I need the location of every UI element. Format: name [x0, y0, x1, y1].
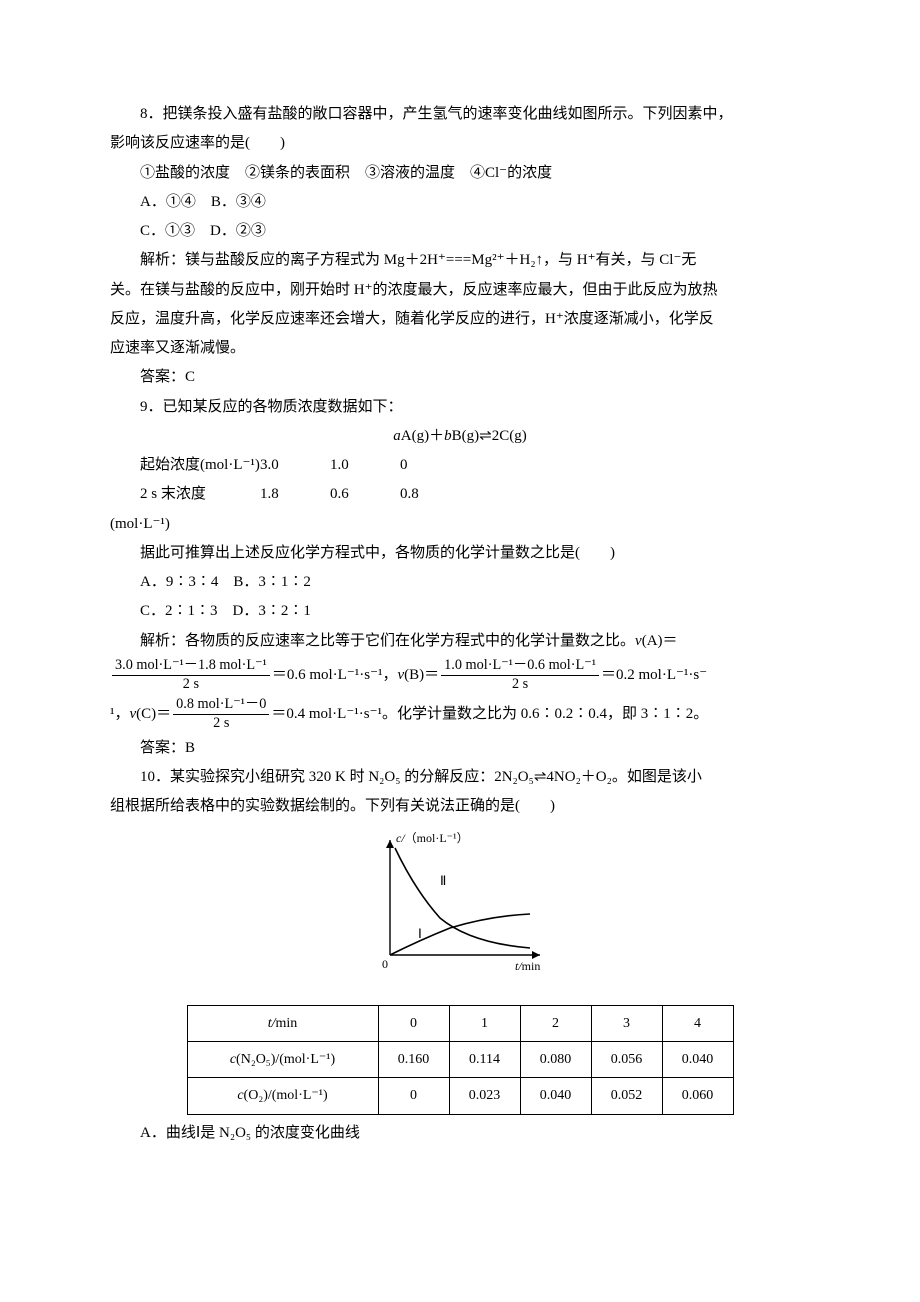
q8-explanation-l2: 关。在镁与盐酸的反应中，刚开始时 H⁺的浓度最大，反应速率应最大，但由于此反应为…	[110, 276, 810, 305]
r2-label: c(O₂)/(mol·L⁻¹)	[187, 1078, 378, 1114]
r1-c2: 0.080	[520, 1042, 591, 1078]
r1-label: c(N₂O₅)/(mol·L⁻¹)	[187, 1042, 378, 1078]
q8-expl-text-1: 镁与盐酸反应的离子方程式为 Mg＋2H⁺===Mg²⁺＋H₂↑，与 H⁺有关，与…	[185, 252, 696, 268]
q8-option-a: A．①④ B．③④	[110, 188, 810, 217]
coef-b: b	[444, 428, 452, 444]
fracC: 0.8 mol·L⁻¹－02 s	[171, 697, 271, 731]
q9-expl-line3: ¹，v(C)＝0.8 mol·L⁻¹－02 s＝0.4 mol·L⁻¹·s⁻¹。…	[110, 695, 810, 734]
row0-v2: 1.0	[330, 451, 400, 480]
r2-mid: (O₂)/(mol·L⁻¹)	[244, 1088, 328, 1103]
ylabel-unit: （mol·L⁻¹）	[405, 831, 469, 845]
q9-expl-2b: ＝0.2 mol·L⁻¹·s⁻	[601, 667, 707, 683]
xlabel-unit: min	[522, 959, 541, 973]
q9-option-a: A．9∶3∶4 B．3∶1∶2	[110, 568, 810, 597]
r2-c4: 0.060	[662, 1078, 733, 1114]
q9-expl-line2: 3.0 mol·L⁻¹－1.8 mol·L⁻¹2 s＝0.6 mol·L⁻¹·s…	[110, 656, 810, 695]
q10-table: t/min 0 1 2 3 4 c(N₂O₅)/(mol·L⁻¹) 0.160 …	[187, 1005, 734, 1115]
q10-stem-line2: 组根据所给表格中的实验数据绘制的。下列有关说法正确的是( )	[110, 792, 810, 821]
q9-expl-3a: ¹，	[110, 706, 130, 722]
th-t-unit: min	[276, 1016, 298, 1031]
r1-c0: 0.160	[378, 1042, 449, 1078]
table-row-o2: c(O₂)/(mol·L⁻¹) 0 0.023 0.040 0.052 0.06…	[187, 1078, 733, 1114]
q8-explanation-l3: 反应，温度升高，化学反应速率还会增大，随着化学反应的进行，H⁺浓度逐渐减小，化学…	[110, 305, 810, 334]
table-row-n2o5: c(N₂O₅)/(mol·L⁻¹) 0.160 0.114 0.080 0.05…	[187, 1042, 733, 1078]
q9-answer: 答案：B	[110, 734, 810, 763]
th-t-pre: t/	[268, 1016, 276, 1031]
q9-expl-1b: (A)＝	[642, 633, 678, 649]
ans-label: 答案：	[140, 369, 185, 385]
q8-factors: ①盐酸的浓度 ②镁条的表面积 ③溶液的温度 ④Cl⁻的浓度	[110, 159, 810, 188]
eq-mid1: A(g)＋	[401, 428, 444, 444]
origin-label: 0	[382, 957, 388, 971]
curve1-label: Ⅰ	[418, 926, 422, 941]
q9-equation: aA(g)＋bB(g)⇌2C(g)	[110, 422, 810, 451]
q9-expl-3c: ＝0.4 mol·L⁻¹·s⁻¹。化学计量数之比为 0.6∶0.2∶0.4，即 …	[271, 706, 708, 722]
q10-chart: c/（mol·L⁻¹） t/min 0 Ⅰ Ⅱ	[110, 830, 810, 991]
r1-c1: 0.114	[449, 1042, 520, 1078]
table-row-header: t/min 0 1 2 3 4	[187, 1005, 733, 1041]
svg-text:c/（mol·L⁻¹）: c/（mol·L⁻¹）	[396, 831, 469, 845]
th-1: 1	[449, 1005, 520, 1041]
ans-label: 答案：	[140, 740, 185, 756]
q9-stem: 9．已知某反应的各物质浓度数据如下：	[110, 393, 810, 422]
vA-val: ＝0.6 mol·L⁻¹·s⁻¹，	[272, 667, 398, 683]
q9-stem2: 据此可推算出上述反应化学方程式中，各物质的化学计量数之比是( )	[110, 539, 810, 568]
q8-option-c: C．①③ D．②③	[110, 217, 810, 246]
r2-c2: 0.040	[520, 1078, 591, 1114]
fracB: 1.0 mol·L⁻¹－0.6 mol·L⁻¹2 s	[439, 658, 601, 692]
fracB-den: 2 s	[441, 676, 599, 693]
r2-c0: 0	[378, 1078, 449, 1114]
eq-mid2: B(g)⇌2C(g)	[452, 428, 527, 444]
th-0: 0	[378, 1005, 449, 1041]
fracC-den: 2 s	[173, 715, 269, 732]
row0-label: 起始浓度(mol·L⁻¹)	[110, 451, 260, 480]
svg-text:t/min: t/min	[515, 959, 540, 973]
fracA-den: 2 s	[112, 676, 270, 693]
row1-label: 2 s 末浓度(mol·L⁻¹)	[110, 480, 260, 539]
th-t: t/min	[187, 1005, 378, 1041]
row0-v3: 0	[400, 451, 470, 480]
q9-ans-val: B	[185, 740, 195, 756]
page: 8．把镁条投入盛有盐酸的敞口容器中，产生氢气的速率变化曲线如图所示。下列因素中，…	[0, 0, 920, 1302]
q8-stem-line1: 8．把镁条投入盛有盐酸的敞口容器中，产生氢气的速率变化曲线如图所示。下列因素中，	[110, 100, 810, 129]
q9-expl-2a: (B)＝	[404, 667, 439, 683]
q9-expl-3b: (C)＝	[136, 706, 171, 722]
curve2-label: Ⅱ	[440, 873, 446, 888]
q9-expl-1a: 各物质的反应速率之比等于它们在化学方程式中的化学计量数之比。	[185, 633, 635, 649]
row1-v1: 1.8	[260, 480, 330, 539]
r1-c3: 0.056	[591, 1042, 662, 1078]
vA: v	[635, 633, 642, 649]
th-3: 3	[591, 1005, 662, 1041]
fracA-num: 3.0 mol·L⁻¹－1.8 mol·L⁻¹	[112, 658, 270, 676]
expl-label: 解析：	[140, 252, 185, 268]
q8-explanation-l1: 解析：镁与盐酸反应的离子方程式为 Mg＋2H⁺===Mg²⁺＋H₂↑，与 H⁺有…	[110, 246, 810, 275]
chart-svg: c/（mol·L⁻¹） t/min 0 Ⅰ Ⅱ	[360, 830, 560, 980]
q8-answer: 答案：C	[110, 363, 810, 392]
fracA: 3.0 mol·L⁻¹－1.8 mol·L⁻¹2 s	[110, 658, 272, 692]
th-4: 4	[662, 1005, 733, 1041]
q9-expl-line1: 解析：各物质的反应速率之比等于它们在化学方程式中的化学计量数之比。v(A)＝	[110, 627, 810, 656]
q9-row-start: 起始浓度(mol·L⁻¹) 3.0 1.0 0	[110, 451, 810, 480]
row1-v3: 0.8	[400, 480, 470, 539]
fracB-num: 1.0 mol·L⁻¹－0.6 mol·L⁻¹	[441, 658, 599, 676]
coef-a: a	[393, 428, 401, 444]
row1-v2: 0.6	[330, 480, 400, 539]
q8-stem-line2: 影响该反应速率的是( )	[110, 129, 810, 158]
q8-ans-val: C	[185, 369, 195, 385]
q10-option-a: A．曲线Ⅰ是 N₂O₅ 的浓度变化曲线	[110, 1119, 810, 1148]
r2-c1: 0.023	[449, 1078, 520, 1114]
q8-explanation-l4: 应速率又逐渐减慢。	[110, 334, 810, 363]
th-2: 2	[520, 1005, 591, 1041]
q10-stem-line1: 10．某实验探究小组研究 320 K 时 N₂O₅ 的分解反应：2N₂O₅⇌4N…	[110, 763, 810, 792]
expl-label: 解析：	[140, 633, 185, 649]
fracC-num: 0.8 mol·L⁻¹－0	[173, 697, 269, 715]
q9-option-c: C．2∶1∶3 D．3∶2∶1	[110, 597, 810, 626]
row0-v1: 3.0	[260, 451, 330, 480]
r1-mid: (N₂O₅)/(mol·L⁻¹)	[236, 1052, 335, 1067]
r2-c3: 0.052	[591, 1078, 662, 1114]
r1-c4: 0.040	[662, 1042, 733, 1078]
q9-row-2s: 2 s 末浓度(mol·L⁻¹) 1.8 0.6 0.8	[110, 480, 810, 539]
